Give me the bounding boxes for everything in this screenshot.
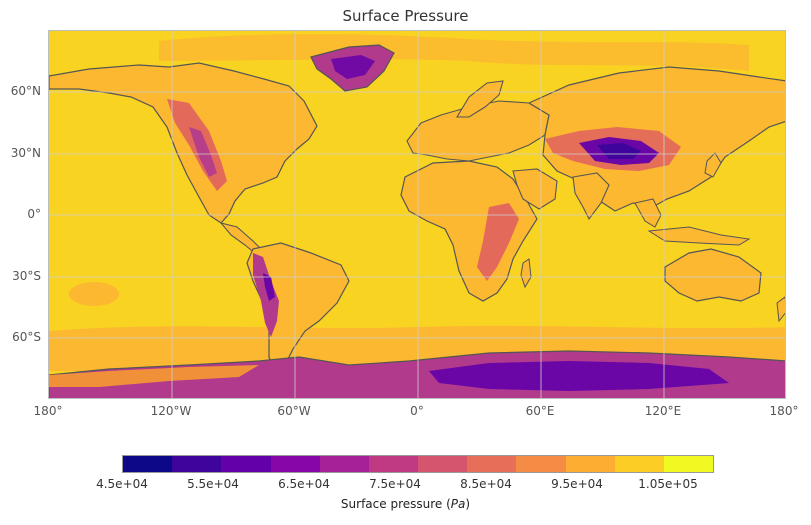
lat-tick-60s: 60°S [12, 330, 41, 344]
colorbar-tick: 8.5e+04 [460, 477, 512, 491]
lat-tick-30s: 30°S [12, 269, 41, 283]
colorbar-segment [565, 456, 615, 472]
graticule [49, 31, 785, 398]
antarctic-plateau [429, 361, 729, 391]
antarctic-coastal-strip [49, 365, 259, 387]
lon-tick-60w: 60°W [277, 404, 311, 418]
map-canvas [49, 31, 785, 398]
lon-tick-120e: 120°E [644, 404, 682, 418]
colorbar-segment [123, 456, 173, 472]
australia [664, 248, 762, 302]
africa [400, 160, 538, 302]
lat-tick-60n: 60°N [10, 84, 41, 98]
greenland-plateau [331, 55, 375, 79]
andes [253, 253, 279, 337]
colorbar-label-text: Surface pressure ( [340, 497, 451, 511]
map-plot-area[interactable] [48, 30, 786, 399]
lon-tick-180w: 180° [33, 404, 63, 418]
colorbar-segment [467, 456, 517, 472]
colorbar-segment [418, 456, 468, 472]
north-america [49, 62, 318, 224]
madagascar [520, 258, 532, 289]
lon-tick-180e: 180° [769, 404, 799, 418]
colorbar-segment [516, 456, 566, 472]
colorbar-tick: 5.5e+04 [187, 477, 239, 491]
colorbar-segment [663, 456, 714, 472]
colorbar-tick: 4.5e+04 [96, 477, 148, 491]
lat-tick-30n: 30°N [10, 146, 41, 160]
colorbar [122, 455, 714, 473]
colorbar-label: Surface pressure (Pa) [0, 497, 811, 511]
map-title: Surface Pressure [342, 7, 469, 25]
tibetan-core [597, 143, 641, 159]
new-zealand [776, 296, 785, 323]
colorbar-segment [319, 456, 369, 472]
pacific-patch [69, 282, 119, 306]
southeast-asia [634, 198, 662, 228]
colorbar-segment [270, 456, 320, 472]
indonesia [647, 226, 751, 246]
arctic-ocean-band [159, 34, 749, 71]
colorbar-segment [172, 456, 222, 472]
colorbar-tick: 6.5e+04 [278, 477, 330, 491]
rockies-high [189, 127, 217, 177]
scandinavia [456, 80, 504, 118]
colorbar-label-unit: Pa [450, 497, 466, 511]
lat-tick-0: 0° [27, 207, 41, 221]
colorbar-segment [614, 456, 664, 472]
lon-tick-0: 0° [410, 404, 424, 418]
lon-tick-60e: 60°E [525, 404, 555, 418]
altiplano [263, 273, 275, 301]
east-african-highlands [477, 203, 519, 281]
india [572, 172, 610, 221]
colorbar-tick: 1.05e+05 [638, 477, 698, 491]
europe [406, 100, 550, 162]
colorbar-segment [221, 456, 271, 472]
colorbar-segment [368, 456, 419, 472]
colorbar-tick: 7.5e+04 [369, 477, 421, 491]
lon-tick-120w: 120°W [150, 404, 192, 418]
colorbar-tick: 9.5e+04 [551, 477, 603, 491]
arabian-peninsula [512, 168, 558, 210]
colorbar-label-close: ) [465, 497, 471, 511]
